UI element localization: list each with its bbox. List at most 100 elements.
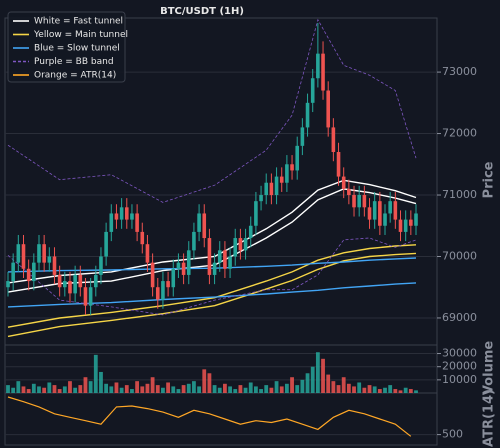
candle-body xyxy=(130,213,134,220)
y-tick-label: 71000 xyxy=(442,188,477,201)
candle-body xyxy=(326,90,331,128)
candle-body xyxy=(42,244,46,263)
candle-body xyxy=(37,244,41,263)
candle-body xyxy=(388,201,392,214)
volume-bar xyxy=(73,387,78,393)
legend-label: Yellow = Main tunnel xyxy=(33,30,128,40)
volume-bar xyxy=(243,387,248,393)
legend-label: Blue = Slow tunnel xyxy=(34,44,120,54)
candle-body xyxy=(145,244,150,263)
candle-body xyxy=(398,219,403,232)
candle-body xyxy=(176,262,181,269)
volume-bar xyxy=(326,374,331,393)
candle-body xyxy=(161,281,165,300)
atr-line xyxy=(7,396,412,437)
candle-body xyxy=(192,231,196,251)
volume-bar xyxy=(181,385,186,393)
candle-body xyxy=(124,207,129,220)
volume-bar xyxy=(16,381,21,393)
candle-body xyxy=(248,225,253,239)
candle-body xyxy=(341,176,346,189)
y-tick-label: 73000 xyxy=(442,65,477,78)
volume-bar xyxy=(372,386,377,393)
candle-body xyxy=(357,195,361,208)
candle-body xyxy=(290,164,294,171)
candle-body xyxy=(295,145,300,171)
volume-bar xyxy=(78,385,83,393)
volume-bar xyxy=(68,381,72,393)
candle-body xyxy=(93,274,98,288)
volume-bar xyxy=(321,358,325,393)
volume-bar xyxy=(161,387,165,393)
legend-box xyxy=(7,11,126,83)
candle-body xyxy=(316,53,320,79)
y-tick-label: 10000 xyxy=(442,373,477,386)
candle-body xyxy=(264,182,269,196)
band-line xyxy=(7,252,417,338)
volume-bar xyxy=(259,389,263,393)
volume-bar xyxy=(145,383,150,393)
volume-bar xyxy=(26,389,31,393)
volume-bar xyxy=(310,366,315,393)
candle-body xyxy=(83,287,88,306)
volume-bar xyxy=(31,383,36,393)
y-tick-label: 20000 xyxy=(442,360,477,373)
y-axis-label: Price xyxy=(482,161,497,198)
candle-body xyxy=(362,195,367,208)
volume-bar xyxy=(83,377,88,393)
volume-bar xyxy=(217,387,222,393)
volume-bar xyxy=(233,389,238,393)
candle-body xyxy=(68,281,72,294)
candle-body xyxy=(336,151,341,177)
volume-bar xyxy=(114,382,119,393)
y-tick-label: 30000 xyxy=(442,347,477,360)
y-tick-label: 500 xyxy=(442,428,463,441)
band-line xyxy=(7,282,417,308)
volume-bar xyxy=(197,386,201,393)
candle-body xyxy=(259,195,263,202)
volume-bar xyxy=(99,371,103,393)
volume-bar xyxy=(207,373,212,393)
candle-body xyxy=(21,244,26,269)
candle-body xyxy=(233,238,238,257)
volume-bar xyxy=(11,387,16,393)
volume-bar xyxy=(166,382,171,393)
volume-bar xyxy=(155,385,160,393)
volume-bar xyxy=(6,385,10,393)
candle-body xyxy=(26,268,31,282)
volume-bar xyxy=(119,387,124,393)
legend-label: Purple = BB band xyxy=(34,57,114,67)
volume-bar xyxy=(414,390,418,393)
volume-bar xyxy=(253,386,258,393)
volume-bar xyxy=(393,389,398,393)
volume-bar xyxy=(377,389,382,393)
candle-body xyxy=(228,256,232,269)
candle-body xyxy=(331,127,336,152)
volume-bar xyxy=(186,383,191,393)
band-line xyxy=(7,18,417,203)
volume-bar xyxy=(403,387,408,393)
candle-body xyxy=(414,213,418,226)
y-axis-label: ATR(14) xyxy=(482,389,497,447)
legend-label: Orange = ATR(14) xyxy=(34,71,116,81)
volume-bar xyxy=(223,383,227,393)
volume-bar xyxy=(212,385,217,393)
volume-bar xyxy=(238,385,243,393)
volume-bar xyxy=(228,386,232,393)
candle-body xyxy=(243,238,248,251)
legend-label: White = Fast tunnel xyxy=(34,17,123,27)
volume-bar xyxy=(357,382,362,393)
candle-body xyxy=(238,238,243,251)
volume-bar xyxy=(269,387,274,393)
band-line xyxy=(7,237,417,316)
volume-bar xyxy=(88,381,93,393)
volume-bar xyxy=(37,386,41,393)
candle-body xyxy=(383,213,387,226)
candle-body xyxy=(202,213,207,239)
volume-panel xyxy=(4,344,438,394)
band-line xyxy=(7,188,417,293)
volume-bar xyxy=(336,385,341,393)
volume-bar xyxy=(300,379,305,393)
volume-bar xyxy=(62,386,67,393)
candle-body xyxy=(6,281,10,288)
